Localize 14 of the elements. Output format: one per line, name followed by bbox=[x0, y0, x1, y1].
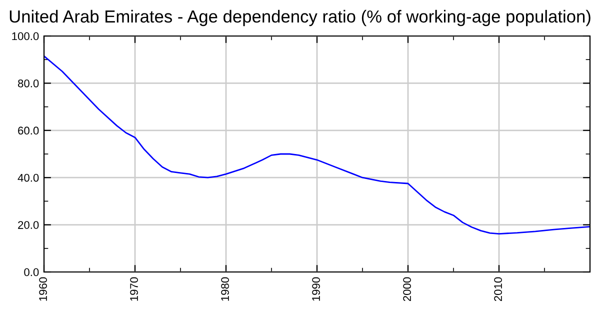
y-tick-label: 20.0 bbox=[18, 221, 39, 229]
x-tick-label: 2010 bbox=[494, 277, 502, 302]
y-tick-label: 40.0 bbox=[18, 174, 39, 182]
y-tick-label: 100.0 bbox=[12, 32, 39, 40]
x-tick-label: 2000 bbox=[403, 277, 411, 302]
y-tick-label: 0.0 bbox=[24, 268, 39, 276]
x-tick-label: 1970 bbox=[130, 277, 138, 301]
x-tick-label: 1980 bbox=[221, 277, 229, 301]
x-tick-label: 1990 bbox=[312, 277, 320, 301]
line-series bbox=[44, 55, 590, 234]
y-tick-label: 80.0 bbox=[18, 79, 39, 88]
y-tick-label: 60.0 bbox=[18, 126, 39, 135]
x-tick-label: 1960 bbox=[39, 277, 47, 301]
chart-title: United Arab Emirates - Age dependency ratio (% of working-age population) bbox=[10, 10, 590, 26]
